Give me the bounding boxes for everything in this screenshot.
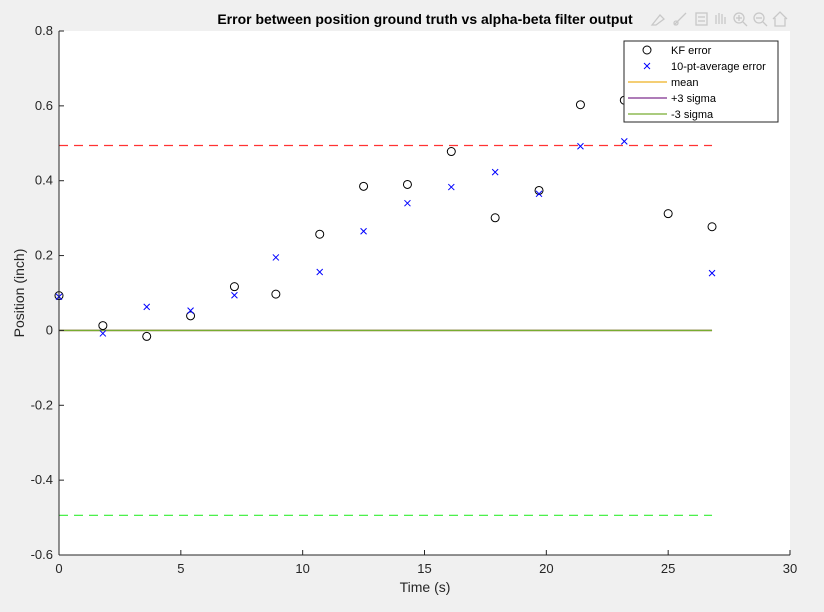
- x-tick-label: 15: [417, 561, 431, 576]
- axes-toolbar: [650, 11, 788, 27]
- kf-error-point: [142, 331, 152, 341]
- x-tick-label: 30: [783, 561, 797, 576]
- zoom-out-icon[interactable]: [753, 12, 768, 27]
- legend-label: +3 sigma: [671, 93, 717, 105]
- kf-error-point: [315, 229, 325, 239]
- legend-swatch: [642, 45, 652, 55]
- x-tick-label: 0: [55, 561, 62, 576]
- kf-error-point: [98, 321, 108, 331]
- kf-error-point: [402, 179, 412, 189]
- kf-error-point: [186, 311, 196, 321]
- x-tick-label: 20: [539, 561, 553, 576]
- average-error-point: [316, 268, 324, 276]
- kf-error-point: [707, 222, 717, 232]
- average-error-point: [491, 168, 499, 176]
- data-tip-icon[interactable]: [673, 12, 687, 26]
- legend-swatch: [643, 62, 651, 70]
- kf-error-point: [446, 147, 456, 157]
- kf-error-point: [575, 100, 585, 110]
- pan-icon[interactable]: [715, 13, 726, 24]
- legend-label: 10-pt-average error: [671, 61, 766, 73]
- y-tick-label: 0.6: [35, 98, 53, 113]
- x-tick-label: 5: [177, 561, 184, 576]
- average-error-point: [447, 183, 455, 191]
- legend-entry[interactable]: KF error: [642, 45, 712, 57]
- kf-error-point: [229, 282, 239, 292]
- home-icon[interactable]: [772, 11, 788, 27]
- y-tick-label: 0.4: [35, 173, 53, 188]
- average-error-point: [99, 330, 107, 337]
- average-error-point: [187, 307, 194, 314]
- kf-error-point: [359, 181, 369, 191]
- average-error-point: [708, 269, 716, 277]
- x-axis-ticks: 0 5 10 15 20 25 30: [55, 550, 797, 576]
- y-tick-label: 0.8: [35, 23, 53, 38]
- average-error-point: [577, 142, 584, 150]
- y-tick-label: 0.2: [35, 248, 53, 263]
- legend-entry[interactable]: 10-pt-average error: [643, 61, 766, 73]
- legend-entry[interactable]: +3 sigma: [628, 93, 717, 105]
- legend-label: KF error: [671, 45, 712, 57]
- y-tick-label: -0.6: [31, 547, 53, 562]
- y-axis-ticks: 0.8 0.6 0.4 0.2 0 -0.2 -0.4 -0.6: [31, 23, 64, 562]
- y-tick-label: 0: [46, 322, 53, 337]
- average-error-point: [620, 138, 628, 145]
- legend-entry[interactable]: -3 sigma: [628, 109, 714, 121]
- kf-error-point: [271, 289, 281, 299]
- average-error-point: [535, 190, 543, 198]
- brush-icon[interactable]: [650, 14, 665, 26]
- legend-label: mean: [671, 77, 699, 89]
- y-axis-label: Position (inch): [11, 249, 27, 338]
- average-error-point: [272, 254, 280, 261]
- kf-error-point: [490, 213, 500, 223]
- average-error-point: [404, 199, 411, 207]
- y-tick-label: -0.4: [31, 472, 53, 487]
- kf-error-point: [663, 209, 673, 219]
- x-tick-label: 25: [661, 561, 675, 576]
- legend[interactable]: KF error 10-pt-average error mean +3 sigma -…: [623, 40, 779, 123]
- reference-lines: [59, 144, 713, 516]
- average-error-point: [143, 303, 151, 311]
- average-error-point: [360, 227, 367, 235]
- y-tick-label: -0.2: [31, 397, 53, 412]
- export-icon[interactable]: [695, 12, 708, 26]
- legend-entry[interactable]: mean: [628, 77, 699, 89]
- average-error-point: [231, 291, 238, 299]
- zoom-in-icon[interactable]: [733, 12, 748, 27]
- chart-title: Error between position ground truth vs a…: [217, 11, 633, 27]
- x-tick-label: 10: [295, 561, 309, 576]
- x-axis-label: Time (s): [400, 579, 451, 595]
- legend-label: -3 sigma: [671, 109, 714, 121]
